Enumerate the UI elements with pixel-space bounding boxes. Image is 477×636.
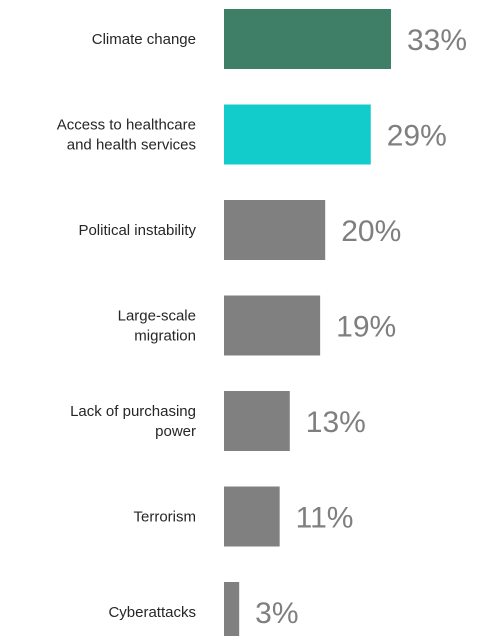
bar-3 — [224, 200, 326, 260]
value-label-1: 33% — [407, 24, 467, 57]
category-label-line: Access to healthcare — [57, 117, 196, 134]
category-label-1: Climate change — [92, 31, 196, 48]
category-label-line: power — [155, 423, 196, 440]
category-label-line: migration — [134, 328, 196, 345]
category-label-line: and health services — [67, 137, 196, 154]
category-label-3: Political instability — [78, 222, 196, 239]
value-label-2: 29% — [387, 120, 447, 153]
value-label-3: 20% — [341, 215, 401, 248]
category-label-5: Lack of purchasing power — [70, 403, 196, 440]
value-label-5: 13% — [306, 406, 366, 439]
value-label-7: 3% — [255, 597, 298, 630]
value-label-6: 11% — [296, 502, 354, 535]
bar-2 — [224, 104, 371, 165]
category-label-line: Large-scale — [118, 308, 196, 325]
category-label-line: Terrorism — [134, 509, 197, 526]
bar-6 — [224, 486, 280, 547]
value-label-4: 19% — [336, 311, 396, 344]
category-label-7: Cyberattacks — [108, 604, 196, 621]
category-label-6: Terrorism — [134, 509, 197, 526]
category-label-2: Access to healthcare and health services — [57, 117, 196, 154]
bar-1 — [224, 9, 391, 69]
bar-4 — [224, 295, 321, 356]
bar-7 — [224, 582, 240, 636]
category-label-line: Lack of purchasing — [70, 403, 196, 420]
category-label-line: Climate change — [92, 31, 196, 48]
bar-5 — [224, 391, 290, 451]
category-label-line: Political instability — [78, 222, 196, 239]
category-label-4: Large-scale migration — [118, 308, 196, 345]
category-label-line: Cyberattacks — [108, 604, 196, 621]
